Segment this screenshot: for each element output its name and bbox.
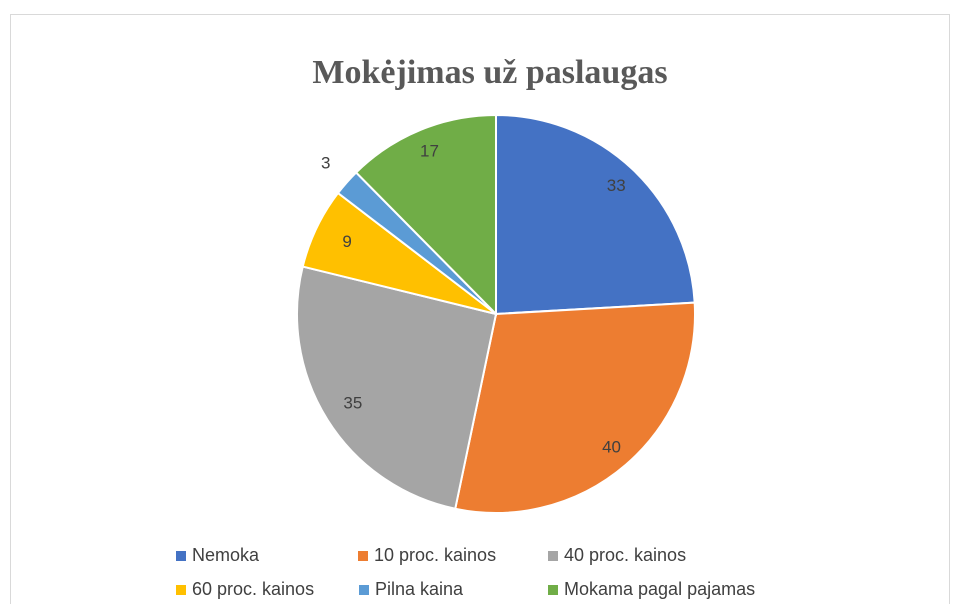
legend-label: Pilna kaina bbox=[375, 579, 464, 599]
data-label: 35 bbox=[343, 394, 362, 413]
legend-label: 40 proc. kainos bbox=[564, 545, 686, 565]
data-label: 33 bbox=[607, 176, 626, 195]
data-label: 40 bbox=[602, 438, 621, 457]
legend-swatch bbox=[176, 585, 186, 595]
pie-slice bbox=[495, 113, 696, 316]
legend-label: 60 proc. kainos bbox=[192, 579, 314, 599]
pie-slice bbox=[296, 265, 498, 510]
data-label: 9 bbox=[342, 232, 351, 251]
pie-slice bbox=[454, 301, 696, 514]
legend-swatch bbox=[548, 551, 558, 561]
legend-label: Mokama pagal pajamas bbox=[564, 579, 755, 599]
pie-slice bbox=[354, 113, 497, 317]
legend-swatch bbox=[359, 585, 369, 595]
data-label: 17 bbox=[420, 142, 439, 161]
legend-swatch bbox=[176, 551, 186, 561]
chart-title: Mokėjimas už paslaugas bbox=[312, 54, 667, 91]
legend-swatch bbox=[548, 585, 558, 595]
legend-label: Nemoka bbox=[192, 545, 260, 565]
legend-label: 10 proc. kainos bbox=[374, 545, 496, 565]
legend-swatch bbox=[358, 551, 368, 561]
data-label: 3 bbox=[321, 153, 330, 172]
